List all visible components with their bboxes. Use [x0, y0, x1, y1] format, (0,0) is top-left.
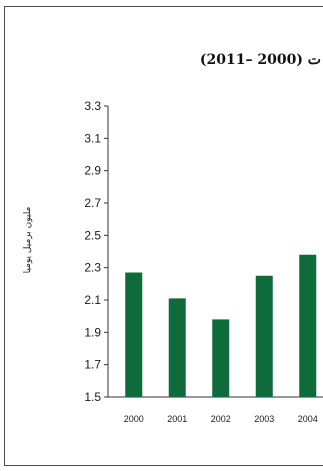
x-tick-label: 2004 [298, 414, 318, 424]
x-tick-label: 2002 [211, 414, 231, 424]
y-tick-label: 2.9 [84, 164, 101, 178]
y-tick-label: 2.7 [84, 196, 101, 210]
x-tick-label: 2000 [124, 414, 144, 424]
x-tick-label: 2003 [254, 414, 274, 424]
y-tick-label: 1.5 [84, 390, 101, 404]
y-tick-label: 3.1 [84, 131, 101, 145]
bar-2001 [168, 298, 186, 397]
bar-2004 [299, 254, 317, 397]
bar-2000 [125, 272, 143, 397]
y-tick-label: 2.1 [84, 293, 101, 307]
y-tick-label: 2.5 [84, 228, 101, 242]
x-tick-label: 2001 [167, 414, 187, 424]
y-tick-label: 1.7 [84, 358, 101, 372]
y-tick-label: 2.3 [84, 261, 101, 275]
chart-title: ت (2000 –2011) [199, 52, 321, 68]
bar-2003 [255, 275, 273, 397]
y-tick-label: 3.3 [84, 99, 101, 113]
bar-2002 [212, 319, 230, 397]
y-tick-label: 1.9 [84, 325, 101, 339]
